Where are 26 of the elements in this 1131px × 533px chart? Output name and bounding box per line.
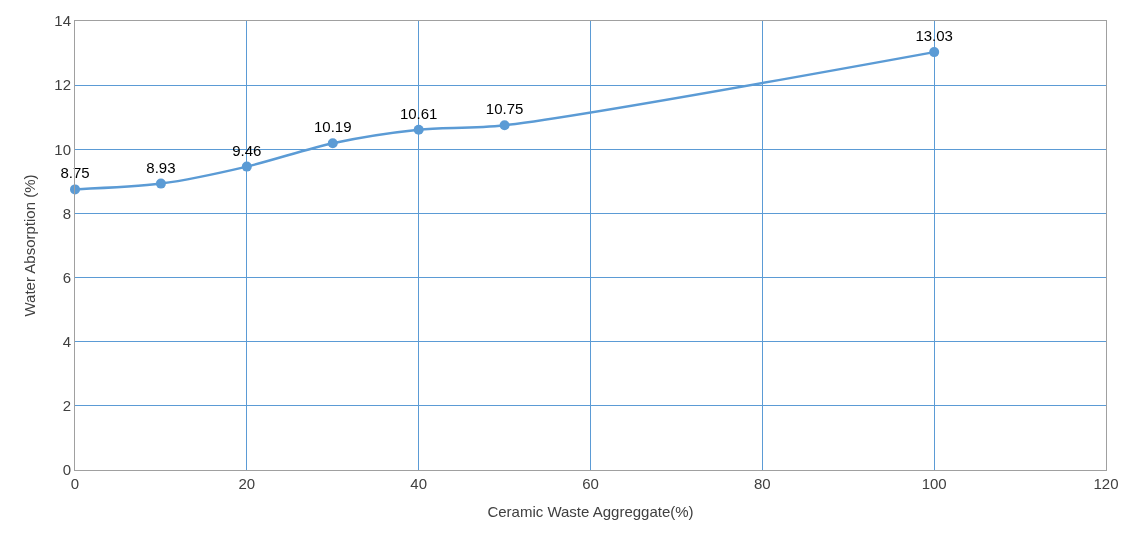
data-label: 8.75 bbox=[60, 164, 90, 182]
y-tick-label: 8 bbox=[62, 204, 71, 222]
x-tick-label: 40 bbox=[410, 475, 428, 492]
y-tick-label: 0 bbox=[62, 461, 71, 479]
data-label: 8.93 bbox=[146, 158, 176, 176]
y-tick-label: 10 bbox=[54, 140, 71, 158]
point bbox=[929, 47, 940, 58]
point bbox=[327, 138, 338, 149]
x-axis-title: Ceramic Waste Aggreggate(%) bbox=[487, 503, 694, 520]
x-tick-label: 120 bbox=[1093, 475, 1119, 492]
point bbox=[413, 124, 424, 135]
y-tick-label: 2 bbox=[62, 397, 71, 415]
x-tick-label: 100 bbox=[921, 475, 947, 492]
y-tick-label: 14 bbox=[54, 12, 71, 30]
point bbox=[155, 178, 166, 189]
y-axis-title: Water Absorption (%) bbox=[20, 174, 38, 317]
x-tick-label: 60 bbox=[582, 475, 599, 492]
data-label: 10.19 bbox=[313, 118, 352, 136]
point bbox=[241, 161, 252, 172]
y-tick-label: 12 bbox=[54, 76, 71, 94]
y-tick-label: 4 bbox=[62, 332, 71, 350]
x-tick-label: 20 bbox=[238, 475, 256, 492]
point bbox=[499, 120, 510, 131]
y-tick-label: 6 bbox=[62, 268, 71, 286]
x-tick-label: 80 bbox=[753, 475, 771, 492]
data-label: 10.75 bbox=[485, 100, 524, 118]
